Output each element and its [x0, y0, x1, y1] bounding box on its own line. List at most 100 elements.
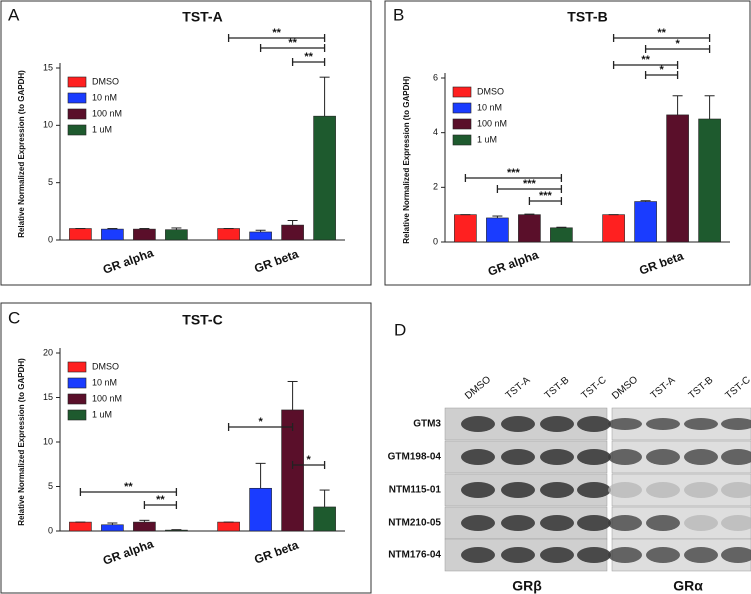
blot-band — [461, 547, 495, 563]
blot-band — [608, 515, 642, 531]
bar — [313, 506, 336, 532]
lane-label: TST-B — [543, 375, 572, 402]
x-tick-label: GR alpha — [101, 246, 156, 277]
legend-label: 100 nM — [477, 118, 507, 128]
blot-band — [684, 418, 718, 430]
y-axis-label: Relative Normalized Expression (to GAPDH… — [402, 76, 411, 244]
bar — [133, 228, 156, 241]
panel-frame — [384, 0, 751, 286]
blot-band — [501, 449, 535, 465]
blot-band — [501, 515, 535, 531]
legend-label: 100 nM — [92, 108, 122, 118]
lane-label: TST-A — [649, 375, 678, 402]
row-label: GTM3 — [413, 419, 441, 430]
panel-frame — [0, 0, 372, 286]
significance-label: *** — [523, 178, 537, 190]
lane-label: DMSO — [610, 374, 640, 402]
y-tick-label: 10 — [43, 436, 53, 446]
x-tick-label: GR alpha — [486, 248, 541, 279]
legend-swatch — [67, 409, 87, 421]
legend-label: DMSO — [477, 86, 504, 96]
legend-label: 10 nM — [92, 377, 117, 387]
chart-title: TST-C — [182, 312, 222, 328]
blot-band — [608, 418, 642, 430]
bar — [602, 214, 625, 243]
legend-label: DMSO — [92, 361, 119, 371]
error-bar — [524, 213, 535, 215]
lane-label: TST-C — [723, 375, 751, 402]
blot-band — [577, 547, 611, 563]
error-bar — [556, 226, 567, 228]
error-bar — [255, 229, 266, 232]
error-bar — [492, 215, 503, 218]
legend-swatch — [452, 102, 472, 114]
legend-label: 1 uM — [92, 124, 112, 134]
row-label: NTM115-01 — [389, 485, 442, 496]
bar — [249, 231, 272, 241]
error-bar — [139, 228, 150, 230]
error-bar — [319, 76, 330, 117]
error-bar — [287, 380, 298, 410]
blot-band — [501, 547, 535, 563]
blot-band — [721, 547, 751, 563]
blot-band — [684, 515, 718, 531]
significance-label: ** — [288, 37, 297, 49]
legend-swatch — [67, 92, 87, 104]
blot-band — [646, 449, 680, 465]
y-tick-label: 0 — [48, 234, 53, 244]
chart-title: TST-A — [182, 9, 222, 25]
bar — [486, 217, 509, 243]
row-label: NTM176-04 — [388, 550, 441, 561]
blot-band — [540, 449, 574, 465]
error-bar — [107, 522, 118, 525]
bar — [133, 521, 156, 532]
blot-band — [540, 515, 574, 531]
blot-band — [721, 449, 751, 465]
blot-band — [646, 515, 680, 531]
bar — [165, 229, 188, 241]
bar — [454, 214, 477, 243]
y-axis-label: Relative Normalized Expression (to GAPDH… — [17, 358, 26, 526]
chart-title: TST-B — [567, 9, 607, 25]
lane-label: DMSO — [463, 374, 493, 402]
legend-swatch — [452, 134, 472, 146]
bar — [281, 224, 304, 241]
significance-label: ** — [304, 51, 313, 63]
legend-label: 10 nM — [477, 102, 502, 112]
legend-swatch — [67, 108, 87, 120]
lane-label: TST-B — [687, 375, 716, 402]
lane-label: TST-C — [579, 375, 608, 402]
blot-band — [646, 418, 680, 430]
significance-label: *** — [507, 167, 521, 179]
y-tick-label: 10 — [43, 120, 53, 130]
bar — [101, 524, 124, 532]
row-label: NTM210-05 — [388, 518, 441, 529]
legend-label: 1 uM — [92, 409, 112, 419]
legend-label: DMSO — [92, 76, 119, 86]
bar — [101, 228, 124, 241]
blot-band — [608, 547, 642, 563]
y-tick-label: 4 — [433, 127, 438, 137]
significance-label: * — [659, 64, 664, 76]
legend-swatch — [67, 76, 87, 88]
significance-label: * — [306, 454, 311, 466]
significance-label: ** — [124, 481, 133, 493]
blot-band — [684, 482, 718, 498]
blot-band — [721, 515, 751, 531]
y-tick-label: 0 — [48, 525, 53, 535]
blot-band — [501, 482, 535, 498]
error-bar — [704, 95, 715, 119]
blot-band — [577, 416, 611, 432]
bar — [634, 201, 657, 243]
y-tick-label: 15 — [43, 62, 53, 72]
y-tick-label: 20 — [43, 347, 53, 357]
x-tick-label: GR beta — [637, 249, 685, 278]
error-bar — [107, 228, 118, 230]
legend-swatch — [452, 86, 472, 98]
row-label: GTM198-04 — [388, 452, 442, 463]
bar — [69, 521, 92, 532]
significance-label: ** — [156, 494, 165, 506]
x-tick-label: GR beta — [252, 538, 300, 567]
panel-label: B — [393, 5, 404, 24]
